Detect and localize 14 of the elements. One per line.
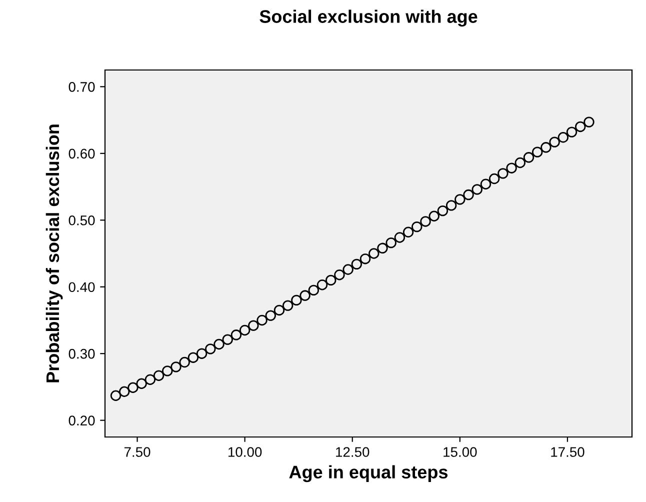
y-tick-label: 0.40 (68, 282, 95, 292)
x-tick-label: 17.50 (551, 447, 584, 457)
x-tick-label: 15.00 (444, 447, 477, 457)
x-tick-label: 7.50 (124, 447, 150, 457)
y-tick-label: 0.30 (68, 348, 95, 359)
x-axis-title: Age in equal steps (289, 465, 448, 482)
y-tick-label: 0.20 (68, 416, 95, 426)
y-axis-title: Probability of social exclusion (46, 124, 63, 382)
y-tick-label: 0.70 (68, 82, 95, 92)
y-tick-label: 0.60 (68, 148, 95, 159)
x-tick-label: 10.00 (228, 447, 262, 457)
x-tick-label: 12.50 (336, 447, 370, 457)
y-tick-label: 0.50 (68, 215, 95, 226)
chart-title: Social exclusion with age (260, 10, 478, 27)
